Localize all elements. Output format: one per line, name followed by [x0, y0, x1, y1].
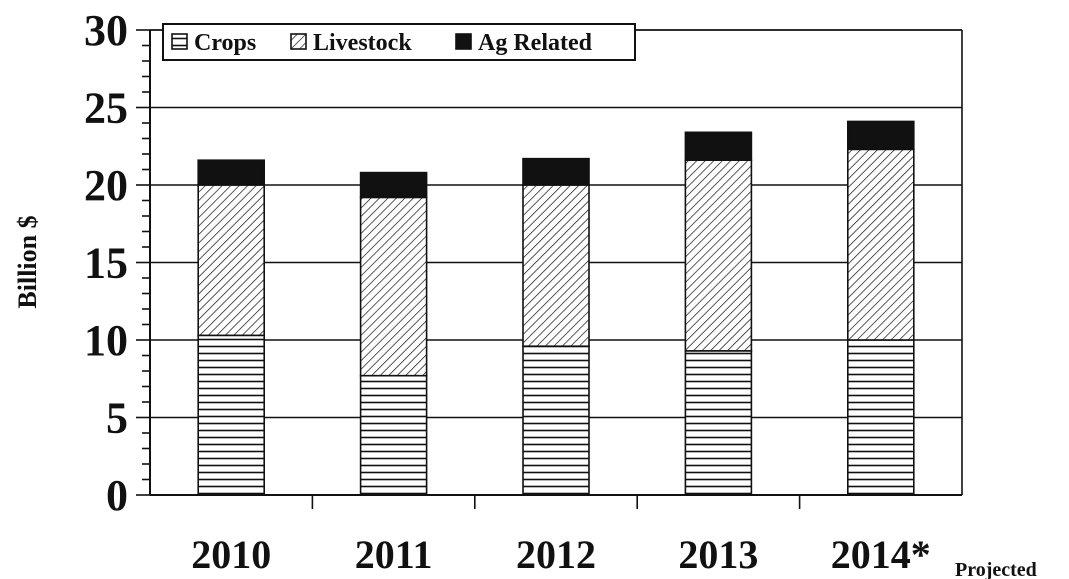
- y-tick-label-25: 25: [84, 84, 128, 133]
- y-tick-label-30: 30: [84, 6, 128, 55]
- bar-crops-4: [846, 339, 915, 496]
- bar-livestock-0: [197, 184, 265, 337]
- bar-ag-related-2: [522, 157, 590, 186]
- legend-swatch-ag-related: [455, 33, 472, 50]
- bar-livestock-1: [359, 196, 428, 377]
- x-category-label-1: 2011: [355, 532, 433, 577]
- y-tick-label-15: 15: [84, 239, 128, 288]
- legend-label-livestock: Livestock: [313, 30, 412, 56]
- x-category-label-0: 2010: [191, 532, 271, 577]
- legend-box: [162, 23, 636, 61]
- y-tick-label-10: 10: [84, 316, 128, 365]
- bar-crops-1: [359, 374, 428, 496]
- bar-ag-related-3: [684, 131, 753, 162]
- bar-ag-related-4: [846, 120, 915, 151]
- bars: [197, 120, 915, 496]
- bar-crops-3: [684, 350, 753, 496]
- y-tick-label-0: 0: [106, 471, 128, 520]
- bar-ag-related-1: [359, 171, 428, 199]
- y-tick-label-5: 5: [106, 394, 128, 443]
- y-axis-title: Billion $: [13, 215, 42, 308]
- x-category-labels: 2010 2011 2012 2013 2014*: [191, 532, 931, 577]
- x-category-label-2: 2012: [516, 532, 596, 577]
- bar-livestock-2: [522, 184, 590, 347]
- x-category-label-3: 2013: [678, 532, 758, 577]
- bar-crops-2: [522, 345, 590, 496]
- legend-label-ag-related: Ag Related: [478, 30, 593, 56]
- y-tick-labels: 0 5 10 15 20 25 30: [84, 6, 128, 520]
- bar-crops-0: [197, 334, 265, 496]
- x-category-label-4: 2014*: [831, 532, 931, 577]
- legend: Crops Livestock Ag Related: [162, 23, 636, 61]
- legend-swatch-crops: [171, 33, 188, 50]
- bar-ag-related-0: [197, 159, 265, 186]
- bar-livestock-4: [846, 148, 915, 341]
- legend-swatch-livestock: [290, 33, 307, 50]
- projected-note: Projected: [955, 559, 1037, 579]
- legend-label-crops: Crops: [194, 30, 256, 56]
- y-tick-label-20: 20: [84, 161, 128, 210]
- bar-livestock-3: [684, 159, 753, 352]
